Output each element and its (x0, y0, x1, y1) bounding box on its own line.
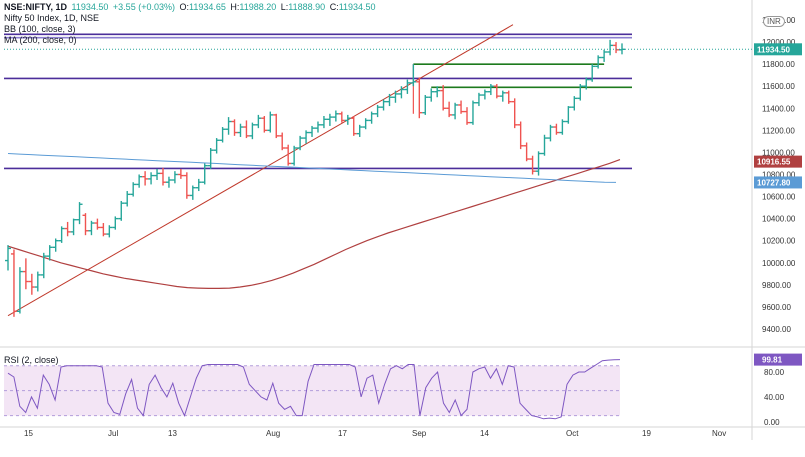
low-value: 11888.90 (288, 2, 326, 12)
rsi-value-box (754, 353, 802, 366)
rsi-tick-label: 0.00 (764, 418, 780, 427)
time-tick-label: Nov (712, 429, 726, 438)
rsi-tick-label: 80.00 (764, 368, 785, 377)
header-row-2: Nifty 50 Index, 1D, NSE (4, 13, 100, 23)
price-tick-label: 9800.00 (762, 281, 791, 290)
price-tick-label: 11400.00 (762, 104, 795, 113)
time-tick-label: Aug (266, 429, 280, 438)
last-close: 11934.50 (71, 2, 109, 12)
price-tick-label: 11200.00 (762, 126, 795, 135)
time-tick-label: Sep (412, 429, 427, 438)
price-tick-label: 9600.00 (762, 303, 791, 312)
price-axis-label-box (754, 155, 802, 168)
time-tick-label: 13 (168, 429, 177, 438)
price-tick-label: 12000.00 (762, 38, 796, 47)
close-label: C: (329, 2, 339, 12)
price-tick-label: 9400.00 (762, 325, 791, 334)
time-tick-label: Jul (108, 429, 118, 438)
high-label: H: (230, 2, 240, 12)
price-tick-label: 11600.00 (762, 82, 795, 91)
trendline[interactable] (7, 24, 514, 317)
time-tick-label: 17 (338, 429, 347, 438)
symbol-label: NSE:NIFTY, 1D (4, 2, 68, 12)
header-row-1: NSE:NIFTY, 1D 11934.50 +3.55 (+0.03%) O:… (4, 2, 376, 13)
price-axis-label: 10916.55 (757, 158, 791, 167)
low-label: L: (280, 2, 289, 12)
chart-header: NSE:NIFTY, 1D 11934.50 +3.55 (+0.03%) O:… (4, 2, 376, 46)
price-axis-label-box (754, 43, 802, 56)
price-axis-label-box (754, 176, 802, 189)
time-tick-label: 19 (642, 429, 651, 438)
price-tick-label: 11800.00 (762, 60, 795, 69)
price-tick-label: 10400.00 (762, 215, 796, 224)
header-row-3[interactable]: BB (100, close, 3) (4, 24, 76, 34)
price-tick-label: 10200.00 (762, 237, 796, 246)
bb-lower-line[interactable] (7, 153, 617, 183)
rsi-title[interactable]: RSI (2, close) (4, 355, 59, 365)
open-value: 11934.65 (189, 2, 226, 12)
time-tick-label: 15 (24, 429, 33, 438)
currency-badge[interactable]: INR (763, 16, 785, 27)
high-value: 11988.20 (239, 2, 277, 12)
rsi-value-label: 99.81 (762, 356, 783, 365)
price-axis-label: 11934.50 (757, 45, 790, 54)
change-value: +3.55 (+0.03%) (112, 2, 175, 12)
price-tick-label: 10000.00 (762, 259, 796, 268)
time-tick-label: Oct (566, 429, 579, 438)
price-tick-label: 10600.00 (762, 193, 796, 202)
close-value: 11934.50 (338, 2, 376, 12)
open-label: O: (179, 2, 189, 12)
rsi-line[interactable] (7, 359, 621, 420)
price-axis-label: 10727.80 (757, 178, 791, 187)
ma-200-line[interactable] (7, 159, 621, 289)
time-tick-label: 14 (480, 429, 489, 438)
header-row-4[interactable]: MA (200, close, 0) (4, 35, 77, 45)
price-tick-label: 11000.00 (762, 148, 795, 157)
rsi-tick-label: 40.00 (764, 393, 785, 402)
price-tick-label: 10800.00 (762, 170, 796, 179)
